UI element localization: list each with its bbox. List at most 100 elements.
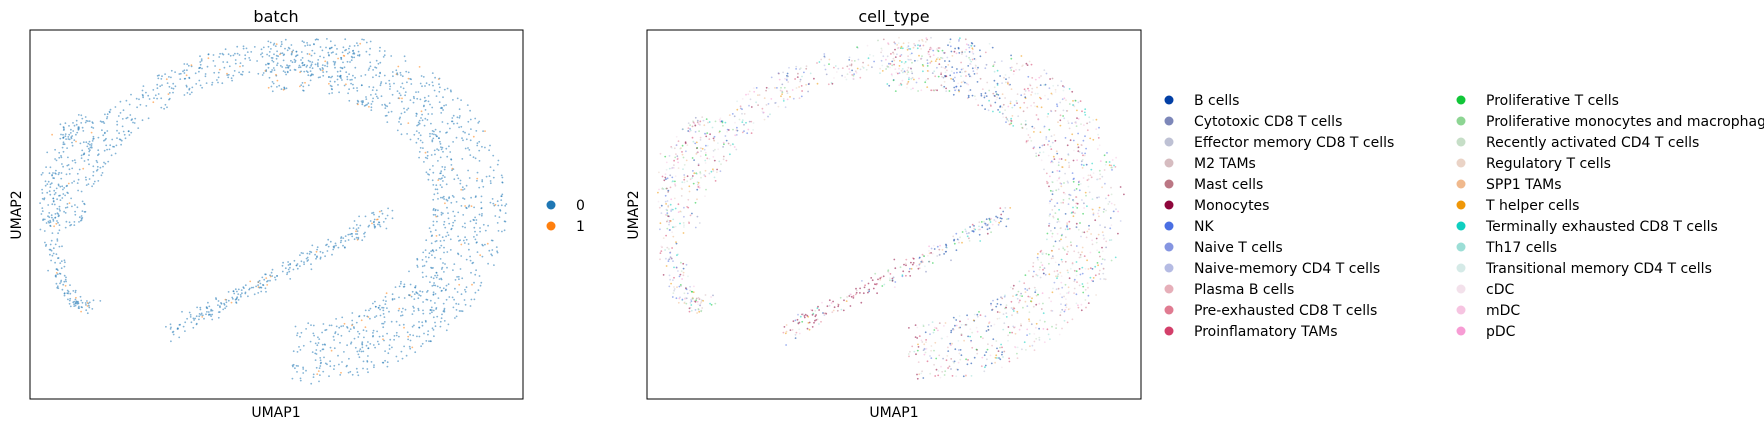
- scatter-point: [442, 302, 445, 305]
- scatter-point: [58, 194, 60, 197]
- scatter-point: [993, 86, 996, 89]
- scatter-point: [887, 66, 890, 68]
- scatter-point: [849, 71, 851, 74]
- scatter-point: [1007, 339, 1009, 342]
- scatter-point: [1084, 108, 1087, 111]
- scatter-point: [688, 185, 691, 188]
- scatter-point: [859, 292, 861, 294]
- scatter-point: [431, 72, 434, 74]
- scatter-point: [707, 121, 709, 124]
- scatter-point: [359, 42, 362, 45]
- scatter-point: [1110, 186, 1112, 189]
- scatter-point: [326, 62, 329, 65]
- scatter-point: [404, 308, 407, 311]
- scatter-point: [395, 69, 398, 72]
- scatter-point: [683, 292, 686, 295]
- scatter-point: [981, 356, 984, 359]
- legend-marker: [1456, 221, 1466, 231]
- scatter-point: [728, 114, 731, 116]
- scatter-point: [925, 339, 927, 341]
- scatter-point: [914, 324, 917, 326]
- scatter-point: [708, 121, 711, 123]
- scatter-point: [994, 361, 996, 364]
- scatter-point: [670, 198, 673, 201]
- scatter-point: [92, 122, 94, 124]
- scatter-point: [54, 216, 57, 219]
- scatter-point: [786, 77, 788, 79]
- scatter-point: [474, 216, 476, 219]
- scatter-point: [59, 185, 62, 188]
- scatter-point: [781, 91, 784, 94]
- scatter-point: [837, 67, 840, 70]
- scatter-point: [447, 212, 449, 215]
- scatter-point: [421, 290, 424, 293]
- scatter-point: [343, 351, 345, 353]
- scatter-point: [704, 169, 707, 172]
- scatter-point: [673, 288, 676, 290]
- scatter-point: [1039, 319, 1041, 322]
- scatter-point: [1005, 304, 1008, 307]
- scatter-point: [666, 227, 669, 230]
- scatter-point: [720, 163, 722, 166]
- scatter-point: [1046, 232, 1049, 235]
- scatter-point: [1039, 266, 1041, 269]
- scatter-point: [381, 322, 383, 325]
- scatter-point: [968, 51, 971, 53]
- scatter-point: [268, 55, 271, 57]
- scatter-point: [1024, 274, 1027, 277]
- scatter-point: [699, 121, 701, 124]
- scatter-point: [400, 74, 402, 76]
- scatter-point: [696, 300, 699, 303]
- scatter-point: [309, 74, 312, 77]
- scatter-point: [845, 78, 848, 81]
- scatter-point: [380, 82, 382, 85]
- scatter-point: [310, 263, 312, 266]
- scatter-point: [861, 65, 864, 68]
- scatter-point: [497, 204, 500, 207]
- scatter-point: [437, 297, 440, 299]
- scatter-point: [368, 86, 371, 88]
- scatter-point: [65, 138, 67, 141]
- scatter-point: [307, 322, 310, 325]
- scatter-point: [999, 75, 1001, 77]
- scatter-point: [957, 340, 960, 342]
- scatter-point: [242, 70, 244, 73]
- scatter-point: [476, 144, 479, 147]
- scatter-point: [977, 104, 980, 107]
- scatter-point: [276, 50, 278, 53]
- scatter-point: [922, 44, 925, 47]
- scatter-point: [1051, 171, 1054, 174]
- scatter-point: [1021, 295, 1023, 297]
- scatter-point: [73, 124, 76, 127]
- scatter-point: [912, 262, 915, 264]
- scatter-point: [449, 238, 452, 241]
- scatter-point: [946, 355, 949, 357]
- scatter-point: [1025, 62, 1028, 65]
- scatter-point: [384, 104, 387, 107]
- scatter-point: [905, 274, 907, 277]
- scatter-point: [401, 100, 403, 103]
- scatter-point: [51, 232, 54, 235]
- scatter-point: [695, 153, 698, 155]
- scatter-point: [416, 264, 419, 267]
- scatter-point: [398, 296, 400, 299]
- scatter-point: [989, 221, 992, 223]
- scatter-point: [1016, 93, 1019, 95]
- scatter-point: [998, 311, 1001, 314]
- scatter-point: [242, 47, 245, 50]
- scatter-point: [236, 52, 239, 55]
- scatter-point: [911, 263, 914, 266]
- scatter-point: [347, 233, 350, 236]
- scatter-point: [480, 281, 483, 284]
- scatter-point: [436, 220, 438, 223]
- scatter-point: [669, 186, 672, 189]
- scatter-point: [741, 98, 744, 100]
- scatter-point: [373, 225, 376, 228]
- scatter-point: [1023, 88, 1026, 91]
- scatter-point: [801, 75, 803, 78]
- scatter-point: [345, 83, 347, 86]
- scatter-point: [434, 208, 437, 211]
- scatter-point: [306, 64, 309, 67]
- scatter-point: [358, 215, 360, 218]
- scatter-point: [461, 277, 464, 280]
